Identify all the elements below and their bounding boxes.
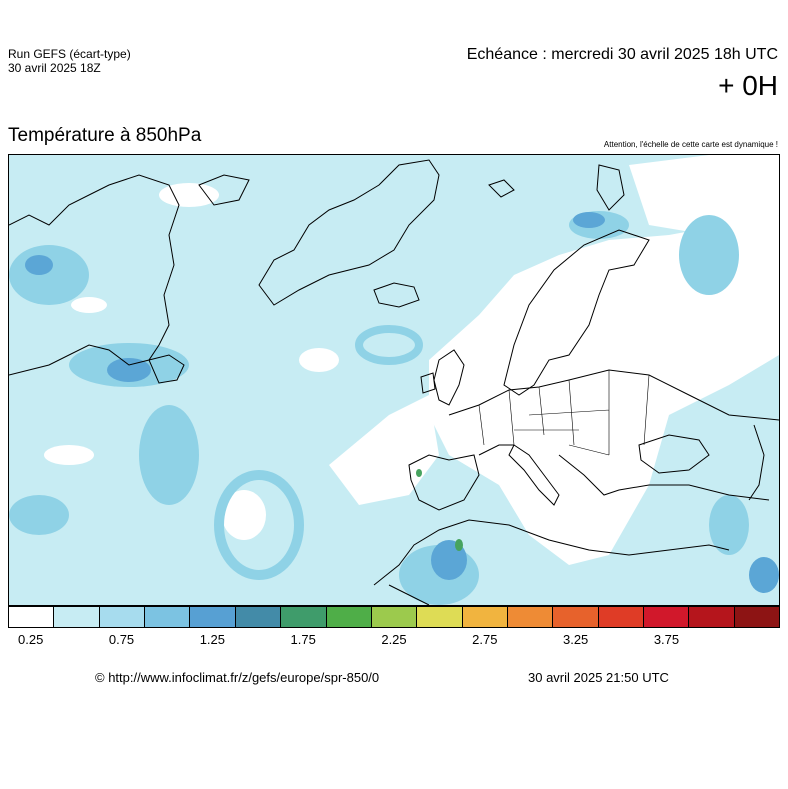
scale-swatch bbox=[190, 607, 236, 627]
color-scale-legend bbox=[8, 606, 780, 628]
coastlines bbox=[9, 159, 779, 605]
scale-swatch bbox=[235, 607, 282, 627]
scale-tick-label: 2.75 bbox=[472, 632, 498, 647]
scale-swatch bbox=[598, 607, 645, 627]
map-canvas bbox=[9, 155, 779, 605]
forecast-lead-time: + 0H bbox=[718, 70, 778, 101]
generation-time: 30 avril 2025 21:50 UTC bbox=[528, 670, 669, 685]
country-borders bbox=[478, 370, 650, 456]
scale-tick-label: 3.75 bbox=[653, 632, 680, 647]
scale-tick-label: 1.25 bbox=[199, 632, 225, 647]
scale-tick-label: 0.75 bbox=[108, 632, 135, 647]
low-spread-areas bbox=[44, 155, 779, 565]
forecast-valid-time: Echéance : mercredi 30 avril 2025 18h UT… bbox=[466, 46, 778, 63]
scale-tick-label: 2.25 bbox=[381, 632, 407, 647]
scale-swatch bbox=[644, 607, 690, 627]
moderate-spread-areas bbox=[9, 211, 749, 605]
scale-swatch bbox=[417, 607, 463, 627]
scale-swatch bbox=[99, 607, 146, 627]
scale-swatch bbox=[689, 607, 735, 627]
peak-spread-areas bbox=[416, 469, 463, 551]
run-date-label: 30 avril 2025 18Z bbox=[8, 61, 101, 75]
run-info: Run GEFS (écart-type) 30 avril 2025 18Z bbox=[8, 47, 131, 75]
scale-tick-label: 1.75 bbox=[290, 632, 316, 647]
scale-swatch bbox=[507, 607, 554, 627]
scale-swatch bbox=[553, 607, 599, 627]
scale-swatch bbox=[281, 607, 327, 627]
scale-tick-label: 3.25 bbox=[562, 632, 589, 647]
run-model-label: Run GEFS (écart-type) bbox=[8, 47, 131, 61]
high-spread-areas bbox=[25, 212, 779, 593]
scale-swatch bbox=[145, 607, 191, 627]
dynamic-scale-warning: Attention, l'échelle de cette carte est … bbox=[603, 140, 778, 149]
scale-swatch bbox=[326, 607, 372, 627]
map-title: Température à 850hPa bbox=[8, 125, 202, 146]
scale-tick-label: 0.25 bbox=[18, 632, 44, 647]
scale-swatch bbox=[9, 607, 55, 627]
forecast-map[interactable] bbox=[8, 154, 780, 606]
scale-swatch bbox=[54, 607, 100, 627]
scale-swatch bbox=[462, 607, 508, 627]
scale-swatch bbox=[371, 607, 418, 627]
scale-swatch bbox=[734, 607, 780, 627]
source-url[interactable]: © http://www.infoclimat.fr/z/gefs/europe… bbox=[95, 670, 380, 685]
